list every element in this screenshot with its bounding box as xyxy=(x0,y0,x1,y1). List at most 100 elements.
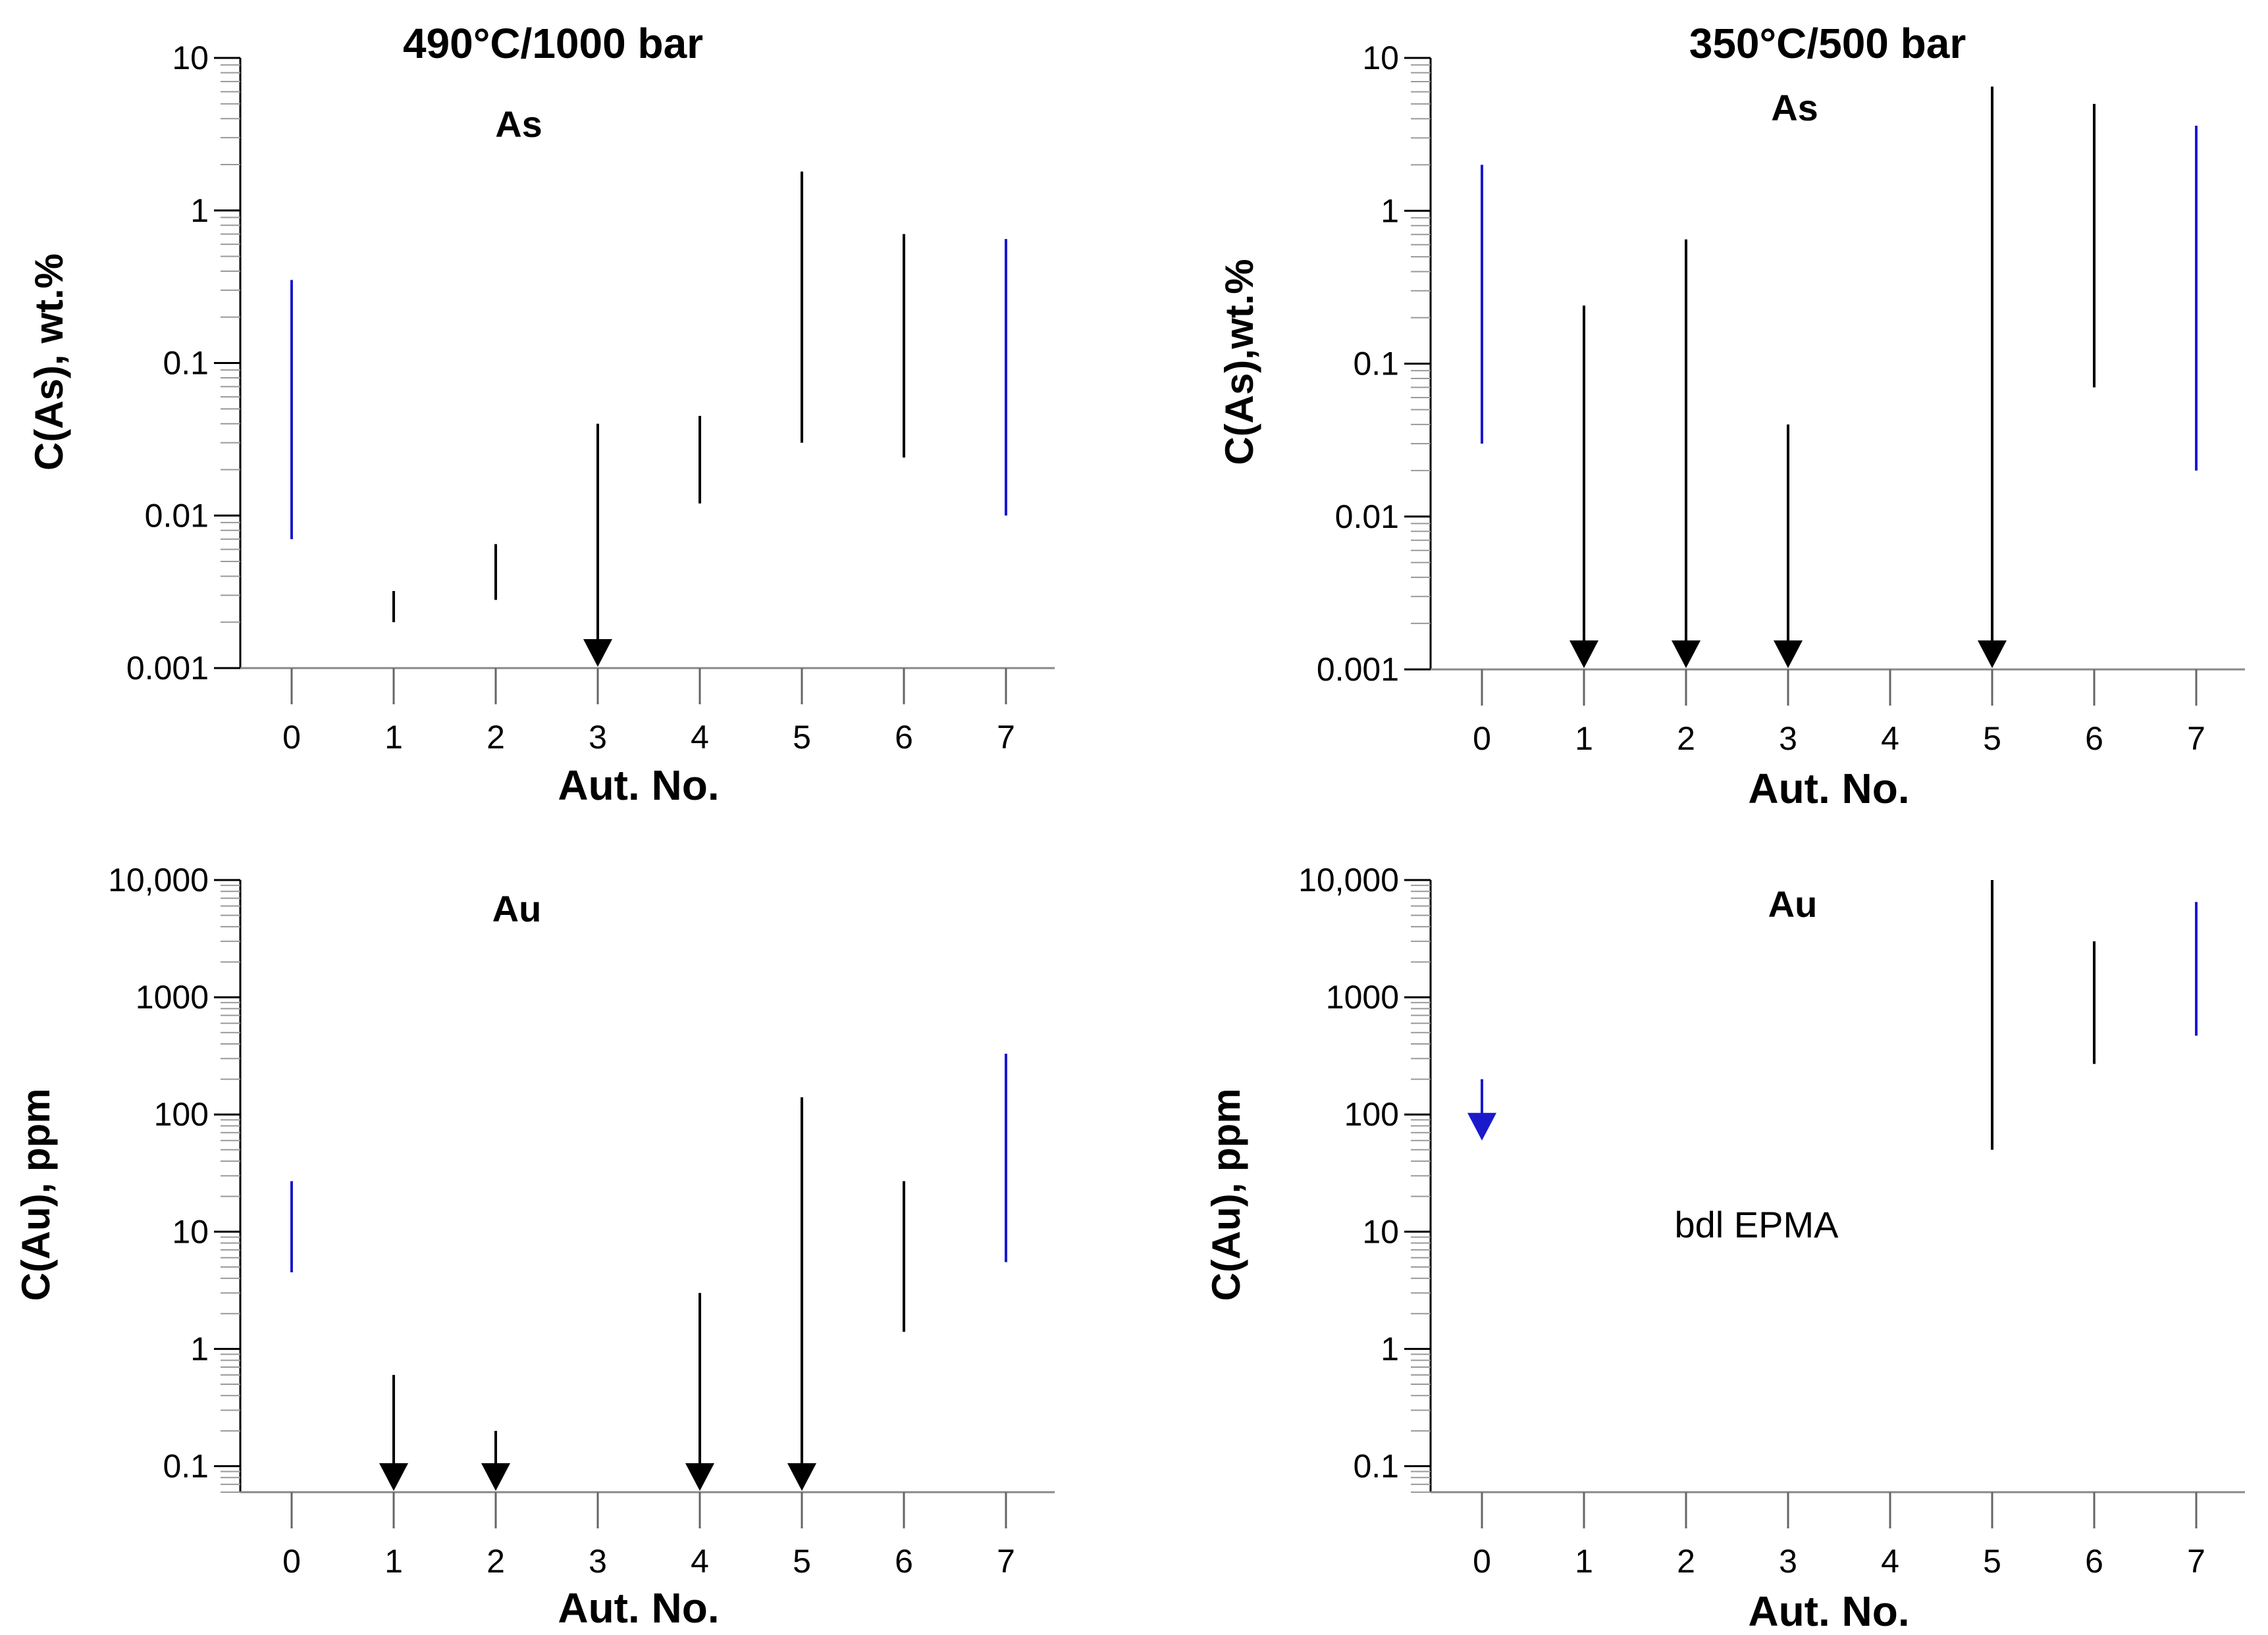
down-arrow-head xyxy=(787,1463,816,1491)
x-tick-label: 0 xyxy=(282,1543,301,1580)
range-bar-aut-1 xyxy=(379,1374,408,1491)
data-marks xyxy=(1467,880,2198,1150)
x-tick-label: 6 xyxy=(895,1543,913,1580)
y-tick-label: 0.1 xyxy=(163,345,209,382)
x-tick-label: 2 xyxy=(487,719,505,756)
y-tick-label: 10 xyxy=(172,39,209,76)
y-tick-label: 1000 xyxy=(1326,979,1399,1016)
x-axis-label: Aut. No. xyxy=(1748,1588,1909,1635)
x-tick-label: 1 xyxy=(1575,1543,1593,1580)
panel-au-350c: Au C(Au), ppm Aut. No. bdl EPMA 0.111010… xyxy=(1204,862,2245,1635)
x-tick-label: 1 xyxy=(1575,720,1593,757)
x-tick-label: 7 xyxy=(2187,1543,2205,1580)
y-tick-label: 0.01 xyxy=(145,497,209,534)
x-tick-label: 7 xyxy=(2187,720,2205,757)
element-label: Au xyxy=(492,888,542,929)
data-marks xyxy=(1481,86,2198,668)
range-bar-aut-2 xyxy=(1672,239,1701,668)
y-tick-label: 1 xyxy=(1381,1330,1399,1367)
y-tick-label: 10 xyxy=(172,1213,209,1250)
x-tick-label: 7 xyxy=(997,1543,1015,1580)
range-bar-aut-5 xyxy=(787,1097,816,1491)
range-bar-aut-1 xyxy=(1569,305,1598,668)
x-tick-label: 1 xyxy=(384,719,403,756)
y-tick-label: 0.001 xyxy=(126,650,209,687)
down-arrow-head xyxy=(685,1463,714,1491)
x-tick-label: 4 xyxy=(691,1543,709,1580)
data-marks xyxy=(290,171,1007,667)
y-tick-label: 1 xyxy=(190,192,209,229)
x-tick-label: 5 xyxy=(793,1543,811,1580)
range-bar-aut-0 xyxy=(1467,1079,1496,1141)
axes: 0.001 0.01 0.1 1 10 0 1 2 3 4 5 6 7 xyxy=(126,39,1055,756)
element-label: Au xyxy=(1768,883,1818,925)
x-tick-label: 5 xyxy=(1983,1543,2001,1580)
x-axis-label: Aut. No. xyxy=(558,762,719,809)
x-tick-label: 6 xyxy=(2085,720,2103,757)
y-axis-label: C(Au), ppm xyxy=(14,1088,58,1301)
element-label: As xyxy=(495,103,542,145)
x-tick-label: 2 xyxy=(487,1543,505,1580)
down-arrow-head xyxy=(1467,1112,1496,1141)
panel-au-490c: Au C(Au), ppm Aut. No. 0.1110100100010,0… xyxy=(14,862,1055,1632)
x-tick-label: 2 xyxy=(1677,1543,1695,1580)
y-tick-label: 0.1 xyxy=(163,1447,209,1484)
down-arrow-head xyxy=(481,1463,510,1491)
x-axis-label: Aut. No. xyxy=(1748,765,1909,812)
x-tick-label: 5 xyxy=(1983,720,2001,757)
x-tick-label: 2 xyxy=(1677,720,1695,757)
x-tick-label: 1 xyxy=(384,1543,403,1580)
y-tick-label: 0.001 xyxy=(1317,651,1399,688)
x-tick-label: 7 xyxy=(997,719,1015,756)
panel-as-350c: 350°C/500 bar As C(As),wt.% Aut. No. 0.0… xyxy=(1217,20,2245,812)
down-arrow-head xyxy=(1569,640,1598,668)
x-tick-label: 4 xyxy=(1881,720,1899,757)
down-arrow-head xyxy=(379,1463,408,1491)
x-tick-label: 4 xyxy=(691,719,709,756)
x-tick-label: 0 xyxy=(1473,720,1491,757)
bdl-epma-annotation: bdl EPMA xyxy=(1675,1204,1839,1245)
panel-title: 490°C/1000 bar xyxy=(403,20,703,67)
range-bar-aut-5 xyxy=(1978,86,2007,668)
y-tick-label: 10,000 xyxy=(1298,862,1399,898)
y-tick-label: 1 xyxy=(190,1330,209,1367)
x-tick-label: 3 xyxy=(589,1543,607,1580)
down-arrow-head xyxy=(1672,640,1701,668)
range-bar-aut-2 xyxy=(481,1430,510,1491)
y-axis-label: C(Au), ppm xyxy=(1204,1088,1248,1301)
x-tick-label: 3 xyxy=(589,719,607,756)
y-tick-label: 100 xyxy=(1344,1096,1399,1133)
down-arrow-head xyxy=(1978,640,2007,668)
x-tick-label: 0 xyxy=(282,719,301,756)
down-arrow-head xyxy=(583,639,612,667)
y-tick-label: 100 xyxy=(154,1096,209,1133)
y-tick-label: 0.01 xyxy=(1335,498,1399,535)
element-label: As xyxy=(1771,87,1818,128)
y-tick-label: 1000 xyxy=(136,979,209,1016)
y-tick-label: 10 xyxy=(1362,1213,1399,1250)
x-tick-label: 6 xyxy=(2085,1543,2103,1580)
x-tick-label: 0 xyxy=(1473,1543,1491,1580)
panel-title: 350°C/500 bar xyxy=(1689,20,1966,67)
y-tick-label: 1 xyxy=(1381,192,1399,229)
range-bar-aut-4 xyxy=(685,1293,714,1491)
down-arrow-head xyxy=(1774,640,1803,668)
y-tick-label: 10 xyxy=(1362,39,1399,76)
data-marks xyxy=(290,1053,1007,1491)
y-tick-label: 0.1 xyxy=(1353,346,1399,382)
x-tick-label: 4 xyxy=(1881,1543,1899,1580)
x-tick-label: 3 xyxy=(1779,720,1797,757)
range-bar-aut-3 xyxy=(583,423,612,667)
x-tick-label: 3 xyxy=(1779,1543,1797,1580)
range-bar-aut-3 xyxy=(1774,424,1803,668)
x-axis-label: Aut. No. xyxy=(558,1584,719,1632)
axes: 0.1 1 10 100 1000 10,000 0 1 2 3 4 5 6 7 xyxy=(1298,862,2245,1580)
axes: 0.001 0.01 0.1 1 10 0 1 2 3 4 5 6 7 xyxy=(1317,39,2245,757)
x-tick-label: 5 xyxy=(793,719,811,756)
y-tick-label: 10,000 xyxy=(108,862,209,898)
x-tick-label: 6 xyxy=(895,719,913,756)
panel-as-490c: 490°C/1000 bar As C(As), wt.% Aut. No. 0… xyxy=(27,20,1055,809)
y-tick-label: 0.1 xyxy=(1353,1447,1399,1484)
